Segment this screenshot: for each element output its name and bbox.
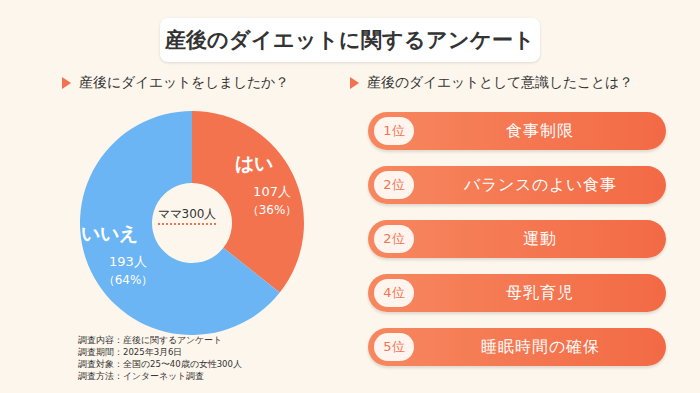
svg-text:（64%）: （64%）: [103, 273, 154, 287]
html-text:4位: 4位: [383, 285, 405, 300]
html-text:産後のダイエットとして意識したことは？: 産後のダイエットとして意識したことは？: [367, 74, 633, 90]
svg-text:193人: 193人: [109, 254, 147, 269]
html-text:食事制限: 食事制限: [506, 120, 574, 140]
html-text:産後にダイエットをしましたか？: 産後にダイエットをしましたか？: [79, 74, 289, 90]
html-text:調査対象：全国の25〜40歳の女性300人: 調査対象：全国の25〜40歳の女性300人: [78, 359, 242, 369]
svg-text:いいえ: いいえ: [81, 222, 138, 244]
svg-text:107人: 107人: [253, 184, 291, 199]
html-text:5位: 5位: [383, 339, 405, 354]
html-text:調査内容：産後に関するアンケート: 調査内容：産後に関するアンケート: [78, 335, 222, 345]
svg-text:はい: はい: [235, 152, 273, 174]
html-text:運動: 運動: [523, 228, 557, 248]
html-text:睡眠時間の確保: 睡眠時間の確保: [480, 336, 600, 356]
html-text:2位: 2位: [383, 231, 405, 246]
html-text:産後のダイエットに関するアンケート: 産後のダイエットに関するアンケート: [165, 28, 535, 52]
html-text:1位: 1位: [383, 123, 405, 138]
html-text:2位: 2位: [383, 177, 405, 192]
html-text:調査期間：2025年3月6日: 調査期間：2025年3月6日: [78, 347, 183, 357]
html-text:ママ300人: ママ300人: [157, 207, 217, 221]
svg-text:（36%）: （36%）: [247, 203, 298, 217]
html-text:母乳育児: 母乳育児: [506, 282, 574, 302]
html-text:調査方法：インターネット調査: 調査方法：インターネット調査: [78, 371, 204, 381]
html-text:バランスのよい食事: バランスのよい食事: [463, 174, 617, 194]
